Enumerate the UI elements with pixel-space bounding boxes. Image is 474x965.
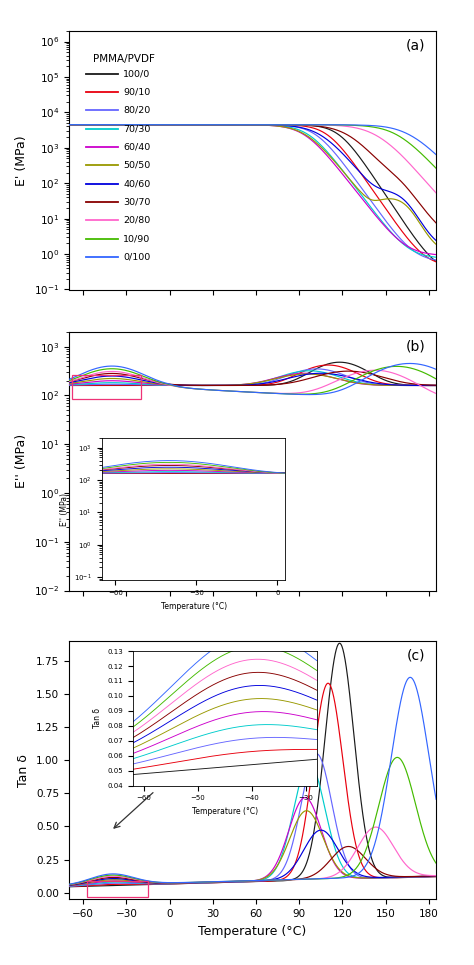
Text: 60/40: 60/40 (123, 143, 150, 152)
Bar (88, 881, 148, 896)
Bar (72, 375, 141, 399)
Text: (b): (b) (405, 340, 425, 354)
Text: 50/50: 50/50 (123, 161, 150, 170)
Text: 30/70: 30/70 (123, 198, 150, 207)
Y-axis label: E' (MPa): E' (MPa) (15, 135, 28, 185)
Text: 70/30: 70/30 (123, 124, 150, 133)
Text: 100/0: 100/0 (123, 69, 150, 78)
Text: (c): (c) (407, 648, 425, 663)
Text: (a): (a) (406, 39, 425, 53)
Text: 10/90: 10/90 (123, 234, 150, 243)
Text: PMMA/PVDF: PMMA/PVDF (92, 54, 155, 64)
X-axis label: Temperature (°C): Temperature (°C) (198, 924, 307, 938)
Text: 40/60: 40/60 (123, 179, 150, 188)
Y-axis label: E'' (MPa): E'' (MPa) (15, 434, 28, 488)
Y-axis label: Tan δ: Tan δ (17, 754, 30, 786)
Text: 20/80: 20/80 (123, 216, 150, 225)
Text: 0/100: 0/100 (123, 253, 150, 262)
Text: 80/20: 80/20 (123, 106, 150, 115)
Text: 90/10: 90/10 (123, 88, 150, 96)
